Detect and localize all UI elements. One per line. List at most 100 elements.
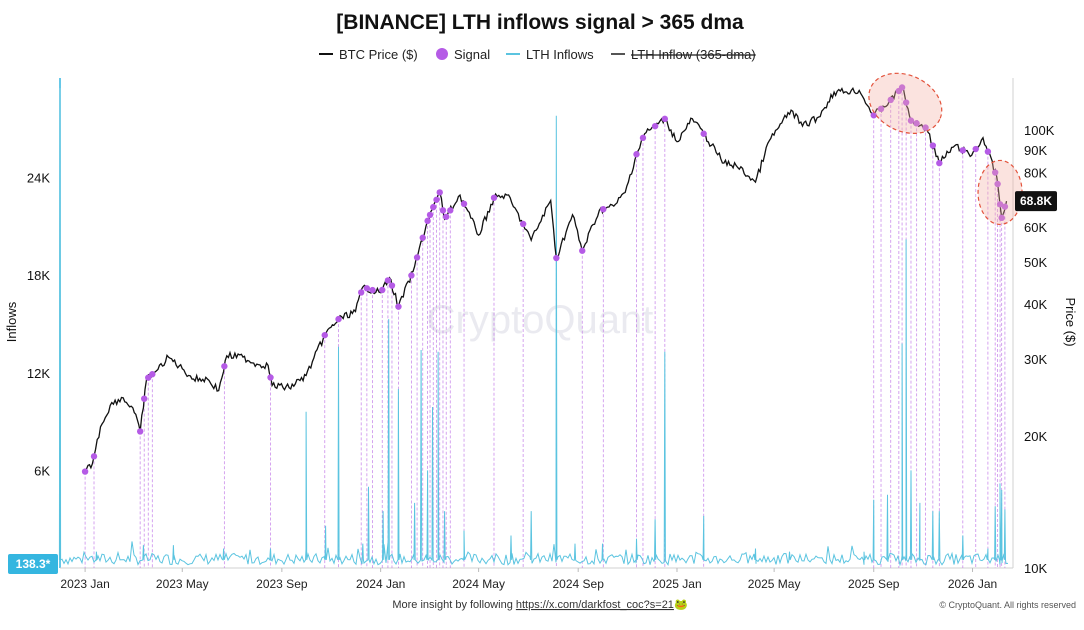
x-tick-label: 2023 Jan	[60, 577, 109, 591]
y-right-tick-label: 40K	[1024, 297, 1047, 312]
legend-item-lth-inflows[interactable]: LTH Inflows	[506, 47, 594, 62]
signal-dot	[870, 112, 877, 119]
btc-price-series	[84, 86, 1008, 472]
legend-item-lth-inflow-365-dma[interactable]: LTH Inflow (365-dma)	[611, 47, 756, 62]
signal-dot	[877, 105, 885, 113]
y-right-axis-title: Price ($)	[1063, 297, 1078, 346]
footer-insight-text: More insight by following	[392, 599, 516, 611]
signal-dot	[996, 201, 1004, 208]
signal-dot	[661, 115, 669, 123]
signal-dot	[90, 453, 98, 460]
signal-dot	[553, 254, 560, 262]
signal-dot	[433, 196, 440, 203]
signal-dot	[419, 234, 426, 241]
signal-dot	[430, 203, 437, 211]
legend-label: Signal	[454, 47, 490, 62]
y-left-axis-title: Inflows	[4, 301, 19, 342]
current-price-badge-bg	[1015, 191, 1057, 212]
legend-label: BTC Price ($)	[339, 47, 418, 62]
y-left-tick-label: 12K	[27, 366, 50, 381]
y-left-tick-label: 18K	[27, 268, 50, 283]
current-price-badge-text: 68.8K	[1020, 194, 1052, 208]
watermark: CryptoQuant	[427, 298, 654, 342]
signal-dot	[136, 428, 144, 435]
y-right-tick-label: 10K	[1024, 561, 1047, 576]
signal-dot	[413, 254, 421, 261]
x-tick-label: 2025 Sep	[848, 577, 900, 591]
signal-dot	[443, 213, 450, 220]
legend-item-signal[interactable]: Signal	[436, 47, 490, 62]
signal-dot	[913, 120, 920, 127]
signal-dot	[149, 371, 156, 378]
x-tick-label: 2024 May	[452, 577, 505, 591]
signal-dot	[887, 96, 894, 104]
signal-dot	[439, 207, 447, 214]
highlight-ellipse	[868, 72, 943, 134]
signal-dot	[633, 151, 640, 158]
signal-dot	[447, 207, 454, 214]
signal-dot	[639, 134, 647, 142]
lth-inflows-series	[58, 88, 1009, 567]
footer-link[interactable]: https://x.com/darkfost_coc?s=21	[516, 599, 674, 611]
signal-dot	[936, 159, 943, 167]
current-inflow-badge-text: 138.3*	[16, 557, 51, 571]
signal-dot	[363, 285, 371, 292]
signal-dot	[335, 315, 342, 323]
x-tick-label: 2024 Jan	[356, 577, 405, 591]
signal-dot	[490, 194, 498, 201]
y-left-tick-label: 24K	[27, 171, 50, 186]
x-tick-label: 2025 Jan	[652, 577, 701, 591]
y-right-tick-label: 90K	[1024, 143, 1047, 158]
signal-dot	[321, 331, 328, 339]
y-right-tick-label: 80K	[1024, 165, 1047, 180]
annotations	[868, 72, 1023, 226]
x-tick-label: 2025 May	[748, 577, 801, 591]
signal-dot	[267, 374, 274, 381]
signal-dot	[436, 189, 443, 196]
signal-dot	[600, 206, 607, 213]
signal-dot	[519, 220, 527, 228]
signal-dot	[141, 395, 148, 402]
signal-dot	[379, 286, 386, 294]
legend-item-btc-price[interactable]: BTC Price ($)	[319, 47, 418, 62]
signal-dot	[902, 99, 910, 106]
signal-dot	[994, 180, 1001, 188]
signal-dot	[388, 282, 396, 289]
signal-dot	[424, 217, 431, 225]
signal-dot	[700, 130, 707, 137]
current-inflow-badge-bg	[8, 554, 58, 574]
legend-label: LTH Inflow (365-dma)	[631, 47, 756, 62]
lth-inflows-line	[58, 88, 1009, 567]
legend-label: LTH Inflows	[526, 47, 594, 62]
y-left-tick-label: 6K	[34, 463, 50, 478]
legend-marker-dot	[436, 48, 448, 60]
signal-dot	[907, 117, 915, 124]
signal-dot	[898, 84, 906, 91]
btc-price-line	[84, 86, 1008, 472]
copyright: © CryptoQuant. All rights reserved	[939, 600, 1076, 610]
frog-emoji: 🐸	[674, 598, 688, 611]
y-right-tick-label: 30K	[1024, 352, 1047, 367]
signal-dot	[984, 148, 992, 155]
y-right-tick-label: 50K	[1024, 255, 1047, 270]
signal-dot	[426, 211, 434, 219]
signal-dots	[81, 84, 1009, 475]
signal-dot	[384, 277, 392, 284]
signal-dot	[81, 468, 89, 475]
footer-insight: More insight by following https://x.com/…	[392, 598, 688, 611]
signal-dot	[991, 169, 999, 176]
signal-dot	[408, 272, 415, 279]
signal-dot	[929, 142, 937, 149]
signal-dot	[972, 145, 979, 153]
signal-dot	[651, 122, 659, 130]
signal-dot	[579, 247, 586, 254]
x-tick-label: 2024 Sep	[553, 577, 605, 591]
y-right-tick-label: 20K	[1024, 429, 1047, 444]
legend[interactable]: BTC Price ($) Signal LTH Inflows LTH Inflow…	[319, 47, 756, 62]
signal-dot	[358, 289, 365, 296]
x-tick-label: 2023 May	[156, 577, 209, 591]
y-right-tick-label: 100K	[1024, 123, 1055, 138]
signal-dot	[221, 363, 228, 370]
